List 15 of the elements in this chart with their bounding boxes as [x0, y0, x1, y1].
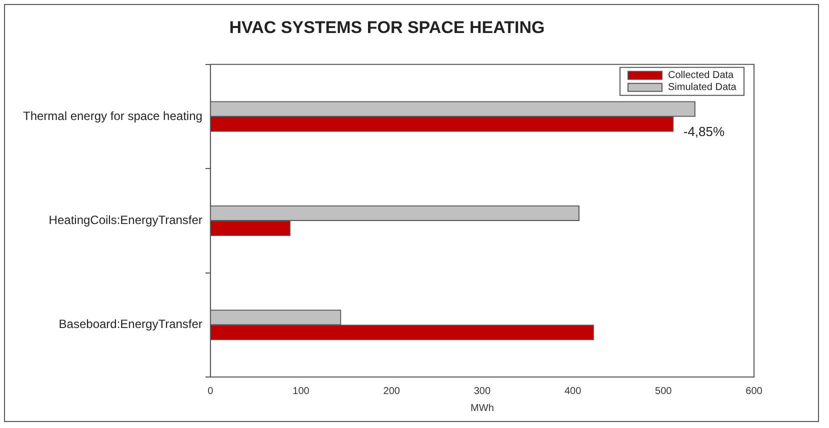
- chart-title: HVAC SYSTEMS FOR SPACE HEATING: [229, 18, 545, 37]
- x-tick-label: 0: [208, 386, 214, 397]
- x-tick-label: 600: [746, 386, 763, 397]
- legend-label: Simulated Data: [668, 82, 737, 94]
- x-tick-label: 100: [292, 386, 310, 397]
- x-tick-label: 200: [383, 386, 400, 397]
- y-tick-label: Thermal energy for space heating: [22, 108, 202, 123]
- y-tick-label: HeatingCoils:EnergyTransfer: [48, 213, 202, 228]
- annotation: -4,85%: [683, 124, 725, 140]
- x-tick-label: 500: [655, 386, 672, 397]
- y-tick-label: Baseboard:EnergyTransfer: [58, 317, 202, 332]
- legend-label: Collected Data: [668, 70, 734, 82]
- x-axis-title: MWh: [470, 402, 494, 414]
- x-tick-label: 400: [564, 386, 582, 397]
- x-tick-label: 300: [474, 386, 491, 397]
